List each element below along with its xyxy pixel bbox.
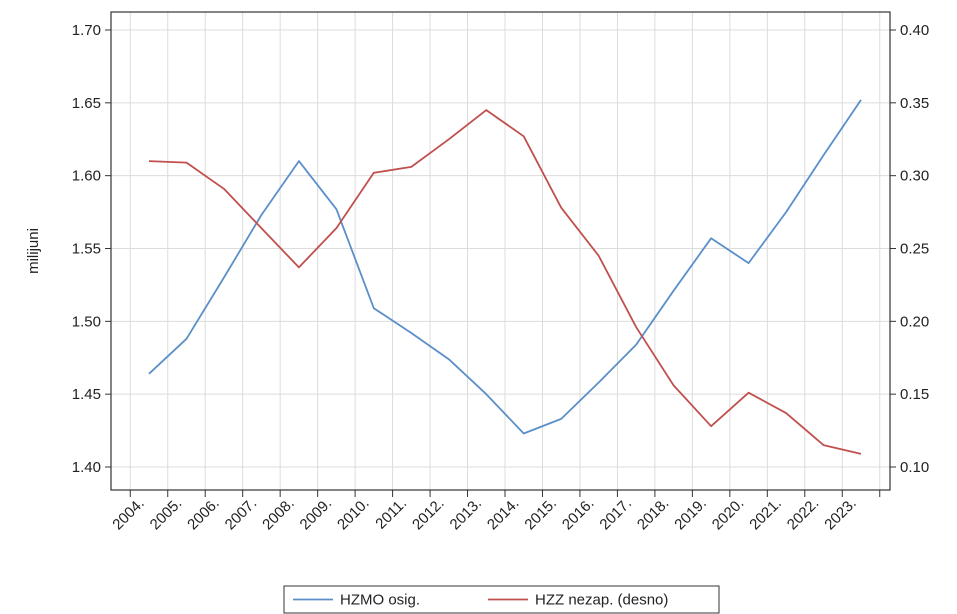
x-tick-label: 2022. [784, 495, 823, 534]
x-tick-label: 2005. [147, 495, 186, 534]
x-tick-label: 2016. [559, 495, 598, 534]
legend-label: HZMO osig. [340, 592, 420, 609]
x-tick-label: 2020. [709, 495, 748, 534]
x-tick-label: 2021. [746, 495, 785, 534]
series-line-1 [148, 99, 862, 435]
y-tick-label: 1.65 [72, 95, 101, 112]
y2-tick-label: 0.40 [900, 22, 929, 39]
y-axis-label: milijuni [25, 228, 42, 274]
x-tick-label: 2013. [447, 495, 486, 534]
y2-tick-label: 0.25 [900, 241, 929, 258]
x-tick-label: 2009. [297, 495, 336, 534]
legend-label: HZZ nezap. (desno) [535, 592, 668, 609]
y-tick-label: 1.50 [72, 313, 101, 330]
y-tick-label: 1.45 [72, 386, 101, 403]
x-tick-label: 2015. [521, 495, 560, 534]
series-line-2 [148, 109, 862, 455]
y2-tick-label: 0.15 [900, 386, 929, 403]
x-tick-label: 2010. [334, 495, 373, 534]
y-tick-label: 1.55 [72, 241, 101, 258]
x-tick-label: 2023. [821, 495, 860, 534]
grid [111, 12, 890, 490]
y2-tick-label: 0.20 [900, 313, 929, 330]
y-tick-label: 1.60 [72, 168, 101, 185]
series-lines [148, 99, 862, 455]
x-tick-label: 2012. [409, 495, 448, 534]
x-tick-label: 2006. [184, 495, 223, 534]
plot-background [111, 12, 890, 490]
x-tick-label: 2011. [372, 495, 410, 533]
x-tick-label: 2004. [109, 495, 148, 534]
y2-tick-label: 0.10 [900, 459, 929, 476]
x-tick-label: 2017. [596, 495, 635, 534]
plot-frame [110, 11, 891, 491]
x-tick-label: 2007. [222, 495, 261, 534]
x-tick-label: 2018. [634, 495, 673, 534]
x-tick-label: 2019. [671, 495, 710, 534]
x-tick-label: 2008. [259, 495, 298, 534]
x-tick-label: 2014. [484, 495, 523, 534]
legend: HZMO osig. HZZ nezap. (desno) [283, 585, 720, 614]
y-tick-label: 1.70 [72, 22, 101, 39]
y2-tick-label: 0.30 [900, 168, 929, 185]
y2-tick-label: 0.35 [900, 95, 929, 112]
y-tick-label: 1.40 [72, 459, 101, 476]
